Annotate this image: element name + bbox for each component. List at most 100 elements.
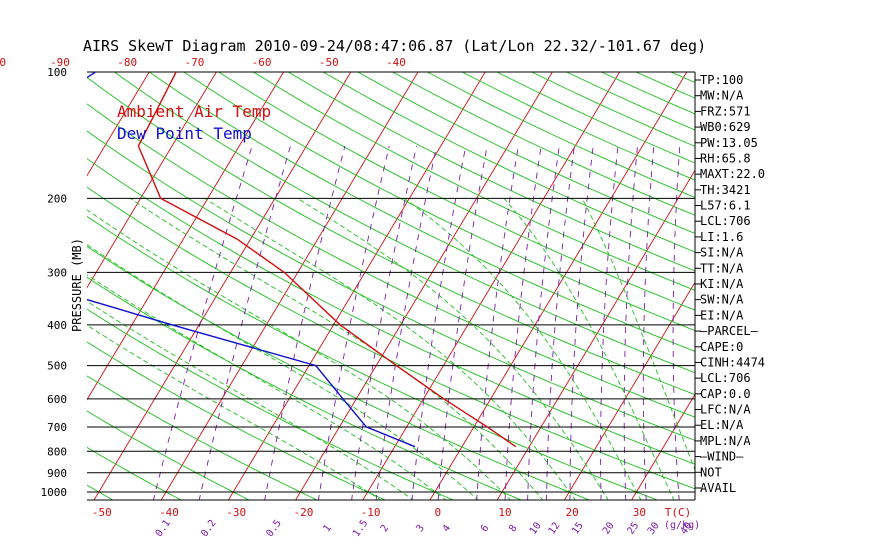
dry-adiabat-line <box>322 72 695 253</box>
isotherm-line <box>765 53 870 501</box>
mixing-ratio-line <box>317 145 390 500</box>
index-item: LCL:706 <box>700 214 751 228</box>
mixing-ratio-tick-label: 30 <box>646 520 662 536</box>
bottom-temp-tick-label: -30 <box>226 506 246 519</box>
bottom-temp-tick-label: -20 <box>293 506 313 519</box>
legend-ambient: Ambient Air Temp <box>117 102 271 121</box>
chart-title: AIRS SkewT Diagram 2010-09-24/08:47:06.8… <box>83 37 706 55</box>
dry-adiabat-line <box>0 53 46 501</box>
moist-adiabat-line <box>130 198 544 500</box>
isotherm-line <box>833 53 870 501</box>
mixing-ratio-tick-label: 0.5 <box>264 518 283 539</box>
index-item: LCL:706 <box>700 371 751 385</box>
index-item: L57:6.1 <box>700 199 751 213</box>
index-item: LI:1.6 <box>700 230 743 244</box>
index-item: SW:N/A <box>700 293 744 307</box>
dry-adiabat-line <box>87 158 695 465</box>
mixing-ratio-tick-label: 0.1 <box>154 518 173 539</box>
isotherm-line <box>362 72 621 500</box>
pressure-tick-label: 400 <box>47 319 67 332</box>
dry-adiabat-line <box>148 72 695 352</box>
mixing-ratio-tick-label: 12 <box>547 520 563 536</box>
bottom-temp-tick-label: 0 <box>434 506 441 519</box>
index-item: PW:13.05 <box>700 136 758 150</box>
isotherm-line <box>496 169 695 500</box>
index-item: WB0:629 <box>700 120 751 134</box>
index-item: —WIND— <box>700 450 744 464</box>
bottom-temp-tick-label: -50 <box>92 506 112 519</box>
mixing-ratio-tick-label: 8 <box>507 523 519 534</box>
moist-adiabat-line <box>87 300 415 500</box>
index-item: AVAIL <box>700 481 736 495</box>
isotherm-line <box>563 281 695 500</box>
dry-adiabat-line <box>87 446 182 500</box>
dry-adiabat-line <box>87 215 659 500</box>
pressure-tick-label: 700 <box>47 421 67 434</box>
index-item: NOT <box>700 465 722 479</box>
index-item: TP:100 <box>700 73 743 87</box>
moist-adiabat-line <box>87 244 479 500</box>
isotherm-line <box>227 72 486 500</box>
dry-adiabat-line <box>217 72 695 311</box>
top-temp-ticks: -120-110-100-90-80-70-60-50-40 <box>0 56 406 69</box>
index-item: RH:65.8 <box>700 151 751 165</box>
moist-adiabat-line <box>204 198 576 500</box>
pressure-tick-label: 200 <box>47 192 67 205</box>
bottom-temp-tick-label: -40 <box>159 506 179 519</box>
mixing-ratio-tick-label: 15 <box>570 520 586 536</box>
moist-adiabat-line <box>87 274 447 500</box>
pressure-tick-label: 300 <box>47 266 67 279</box>
pressure-tick-label: 1000 <box>41 486 68 499</box>
moist-adiabat-line <box>297 198 609 500</box>
index-item: EL:N/A <box>700 418 744 432</box>
bottom-temp-tick-label: 10 <box>498 506 511 519</box>
isotherm-line <box>87 72 217 289</box>
series-line <box>87 72 416 448</box>
pressure-tick-label: 900 <box>47 467 67 480</box>
dry-adiabat-line <box>530 72 695 147</box>
mixing-ratio-tick-label: 25 <box>625 520 641 536</box>
pressure-ticks: 100 200 300 400 500 600 700 800 900 1000 <box>41 66 68 499</box>
dry-adiabat-line <box>87 276 523 500</box>
moist-adiabat-line <box>87 209 512 500</box>
index-item: CAP:0.0 <box>700 387 751 401</box>
pressure-tick-label: 800 <box>47 445 67 458</box>
top-temp-tick-label: -70 <box>184 56 204 69</box>
index-item: CINH:4474 <box>700 355 765 369</box>
dry-adiabat-line <box>113 72 695 374</box>
index-item: CAPE:0 <box>700 340 743 354</box>
moist-adiabat-line <box>581 198 695 471</box>
bottom-temp-tick-label: -10 <box>361 506 381 519</box>
bottom-temp-tick-label: 30 <box>633 506 646 519</box>
top-temp-tick-label: -100 <box>0 56 6 69</box>
dry-adiabat-line <box>287 72 695 272</box>
mixing-ratio-tick-label: 6 <box>479 523 491 534</box>
top-temp-tick-label: -60 <box>252 56 272 69</box>
index-item: EI:N/A <box>700 308 744 322</box>
index-item: TH:3421 <box>700 183 751 197</box>
isotherm-line <box>87 72 285 401</box>
dry-adiabat-line <box>183 72 695 332</box>
legend-dewpoint: Dew Point Temp <box>117 124 252 143</box>
mixing-ratio-tick-label: 1 <box>321 523 333 534</box>
index-item: —PARCEL— <box>700 324 759 338</box>
isotherm-line <box>631 393 695 500</box>
mixing-ratio-ticks: 0.1 0.2 0.5 1 1.5 2 3 4 6 8 10 12 15 20 25 30 40(g/kg) <box>154 518 700 539</box>
top-temp-tick-label: -40 <box>386 56 406 69</box>
mixing-ratio-line <box>351 145 418 500</box>
index-item: SI:N/A <box>700 246 744 260</box>
dry-adiabat-line <box>87 245 591 500</box>
pressure-tick-label: 500 <box>47 360 67 373</box>
dry-adiabat-line <box>87 341 387 500</box>
pressure-tick-label: 100 <box>47 66 67 79</box>
sounding-series <box>87 72 517 448</box>
series-line <box>137 72 517 448</box>
index-item: MPL:N/A <box>700 434 751 448</box>
mixing-ratio-line <box>476 145 519 500</box>
isotherm-line <box>0 53 26 501</box>
mixing-ratio-tick-label: 3 <box>414 523 426 534</box>
bottom-temp-tick-label: 20 <box>566 506 579 519</box>
isotherm-line <box>429 72 688 500</box>
